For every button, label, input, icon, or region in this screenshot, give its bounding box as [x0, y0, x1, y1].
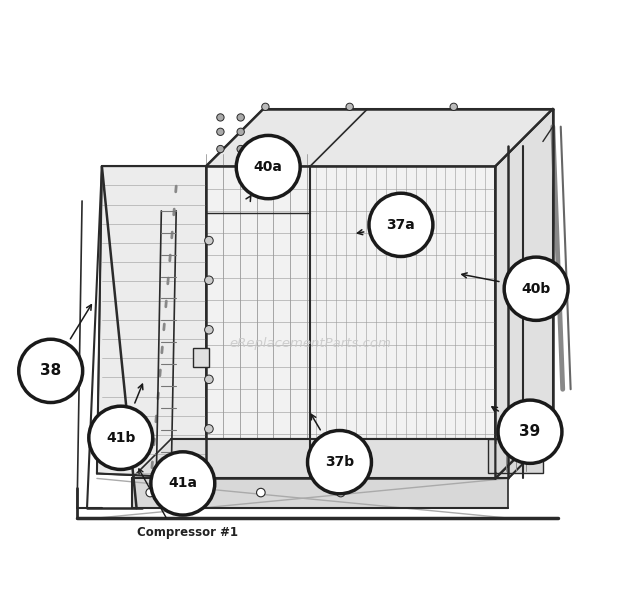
Text: 39: 39 — [520, 424, 541, 439]
Text: 37a: 37a — [386, 218, 415, 232]
Circle shape — [205, 425, 213, 433]
Polygon shape — [489, 439, 543, 473]
Text: Compressor #1: Compressor #1 — [137, 526, 237, 538]
Circle shape — [450, 103, 458, 111]
Circle shape — [346, 103, 353, 111]
Text: 37b: 37b — [325, 455, 354, 469]
Circle shape — [262, 103, 269, 111]
Circle shape — [237, 114, 244, 121]
Circle shape — [205, 325, 213, 334]
Circle shape — [164, 488, 173, 497]
Circle shape — [89, 406, 153, 470]
Text: 41a: 41a — [168, 476, 197, 491]
Polygon shape — [131, 478, 508, 508]
Circle shape — [257, 488, 265, 497]
Polygon shape — [131, 439, 548, 478]
Circle shape — [237, 128, 244, 136]
Circle shape — [217, 114, 224, 121]
Circle shape — [498, 400, 562, 464]
Polygon shape — [495, 109, 553, 478]
Circle shape — [236, 136, 300, 199]
Circle shape — [205, 236, 213, 245]
Circle shape — [504, 257, 568, 321]
Circle shape — [369, 193, 433, 257]
Polygon shape — [193, 348, 209, 367]
Text: 38: 38 — [40, 363, 61, 378]
Circle shape — [337, 488, 345, 497]
Text: 41b: 41b — [106, 431, 135, 445]
Circle shape — [217, 146, 224, 153]
Circle shape — [205, 375, 213, 384]
Circle shape — [151, 452, 215, 515]
Polygon shape — [97, 166, 206, 478]
Circle shape — [146, 488, 154, 497]
Circle shape — [205, 276, 213, 284]
Text: eReplacementParts.com: eReplacementParts.com — [229, 337, 391, 350]
Text: 40a: 40a — [254, 160, 283, 174]
Polygon shape — [206, 166, 495, 478]
Polygon shape — [206, 109, 553, 166]
Circle shape — [217, 128, 224, 136]
Circle shape — [308, 430, 371, 494]
Circle shape — [19, 340, 82, 403]
Circle shape — [237, 146, 244, 153]
Text: 40b: 40b — [521, 282, 551, 296]
